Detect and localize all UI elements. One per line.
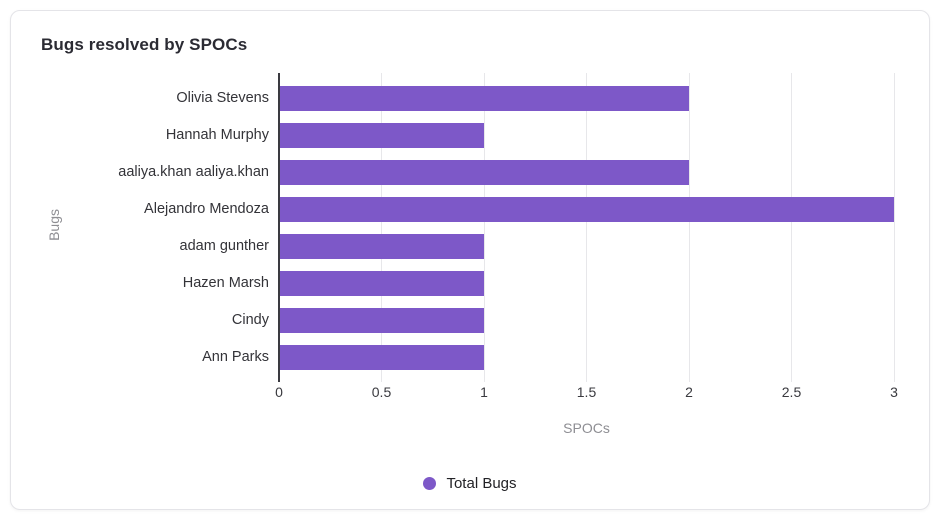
category-label: Hannah Murphy: [165, 127, 269, 143]
bar[interactable]: [279, 233, 484, 259]
x-axis-ticks: 0 0.5 1 1.5 2 2.5 3: [275, 384, 898, 404]
legend-marker-icon: [423, 476, 437, 490]
x-tick-label: 2.5: [781, 384, 802, 400]
x-tick-label: 2: [685, 384, 693, 400]
y-axis-line: [278, 73, 280, 382]
x-tick-label: 1: [480, 384, 488, 400]
bar[interactable]: [279, 159, 689, 185]
gridline: [688, 73, 690, 382]
category-label: Ann Parks: [202, 349, 269, 365]
chart-card: Bugs resolved by SPOCs Bugs Olivia Steve…: [10, 10, 930, 510]
x-tick-label: 0.5: [371, 384, 392, 400]
x-tick-label: 0: [275, 384, 283, 400]
bar[interactable]: [279, 85, 689, 111]
bar[interactable]: [279, 344, 484, 370]
bar[interactable]: [279, 196, 894, 222]
category-label: adam gunther: [179, 238, 269, 254]
category-label: Olivia Stevens: [176, 90, 269, 106]
gridline: [893, 73, 895, 382]
category-label: aaliya.khan aaliya.khan: [118, 164, 269, 180]
gridline: [791, 73, 792, 382]
bar-chart: Bugs Olivia Stevens Hannah Murphy aaliya.k…: [11, 11, 929, 509]
category-label: Alejandro Mendoza: [144, 201, 269, 217]
bar[interactable]: [279, 122, 484, 148]
plot-area: [278, 73, 895, 382]
gridline: [483, 73, 485, 382]
chart-title: Bugs resolved by SPOCs: [41, 35, 248, 54]
x-axis-title: SPOCs: [563, 420, 610, 436]
legend-label: Total Bugs: [446, 474, 517, 492]
gridline: [381, 73, 382, 382]
category-labels: Olivia Stevens Hannah Murphy aaliya.khan a…: [41, 73, 269, 377]
legend[interactable]: Total Bugs: [11, 471, 929, 495]
category-label: Hazen Marsh: [182, 275, 269, 291]
bar[interactable]: [279, 307, 484, 333]
bar[interactable]: [279, 270, 484, 296]
x-tick-label: 3: [890, 384, 898, 400]
category-label: Cindy: [231, 312, 269, 328]
gridline: [586, 73, 587, 382]
x-tick-label: 1.5: [576, 384, 597, 400]
